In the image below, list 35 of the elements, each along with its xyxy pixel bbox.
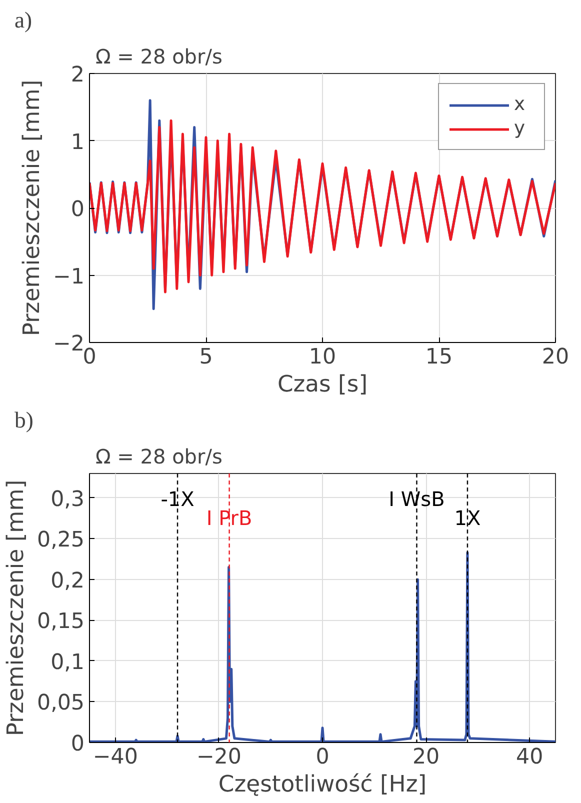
y-tick-label: 0,1 — [50, 650, 85, 675]
ref-line-label: I WsB — [388, 487, 445, 512]
ref-line-label: 1X — [454, 506, 481, 530]
text: Ω = 28 obr/s — [96, 444, 222, 468]
x-tick-label: −40 — [92, 744, 138, 770]
x-tick-label: 0 — [316, 744, 330, 770]
y-tick-label: −1 — [53, 264, 85, 290]
y-tick-label: 0,25 — [37, 528, 85, 553]
x-tick-label: 10 — [308, 344, 336, 370]
ref-line-label: I PrB — [206, 506, 252, 530]
legend-label: y — [514, 118, 526, 139]
text: Ω = 28 obr/s — [96, 44, 222, 68]
x-tick-label: 40 — [516, 744, 544, 770]
y-tick-label: 0,05 — [37, 690, 85, 716]
x-tick-label: −20 — [196, 744, 242, 770]
y-axis-title: Przemieszczenie [mm] — [3, 480, 30, 736]
legend-label: x — [514, 94, 526, 115]
x-tick-label: 15 — [425, 344, 453, 370]
ref-line-label: -1X — [160, 487, 195, 512]
y-tick-label: 0,2 — [50, 568, 85, 594]
x-tick-label: 20 — [412, 744, 440, 770]
text: a) — [14, 8, 32, 32]
line-series — [90, 119, 556, 294]
y-tick-label: 0,3 — [50, 486, 85, 512]
y-tick-label: 0,15 — [37, 609, 85, 634]
x-tick-label: 20 — [542, 344, 570, 370]
x-tick-label: 5 — [199, 344, 213, 370]
y-tick-label: 2 — [70, 62, 85, 88]
x-axis-title: Czas [s] — [277, 372, 368, 398]
text: b) — [14, 408, 34, 432]
x-axis-title: Częstotliwość [Hz] — [218, 772, 427, 798]
y-tick-label: 0 — [70, 197, 85, 222]
y-tick-label: 1 — [70, 130, 85, 155]
y-tick-label: −2 — [53, 332, 85, 356]
y-axis-title: Przemieszczenie [mm] — [19, 80, 46, 336]
